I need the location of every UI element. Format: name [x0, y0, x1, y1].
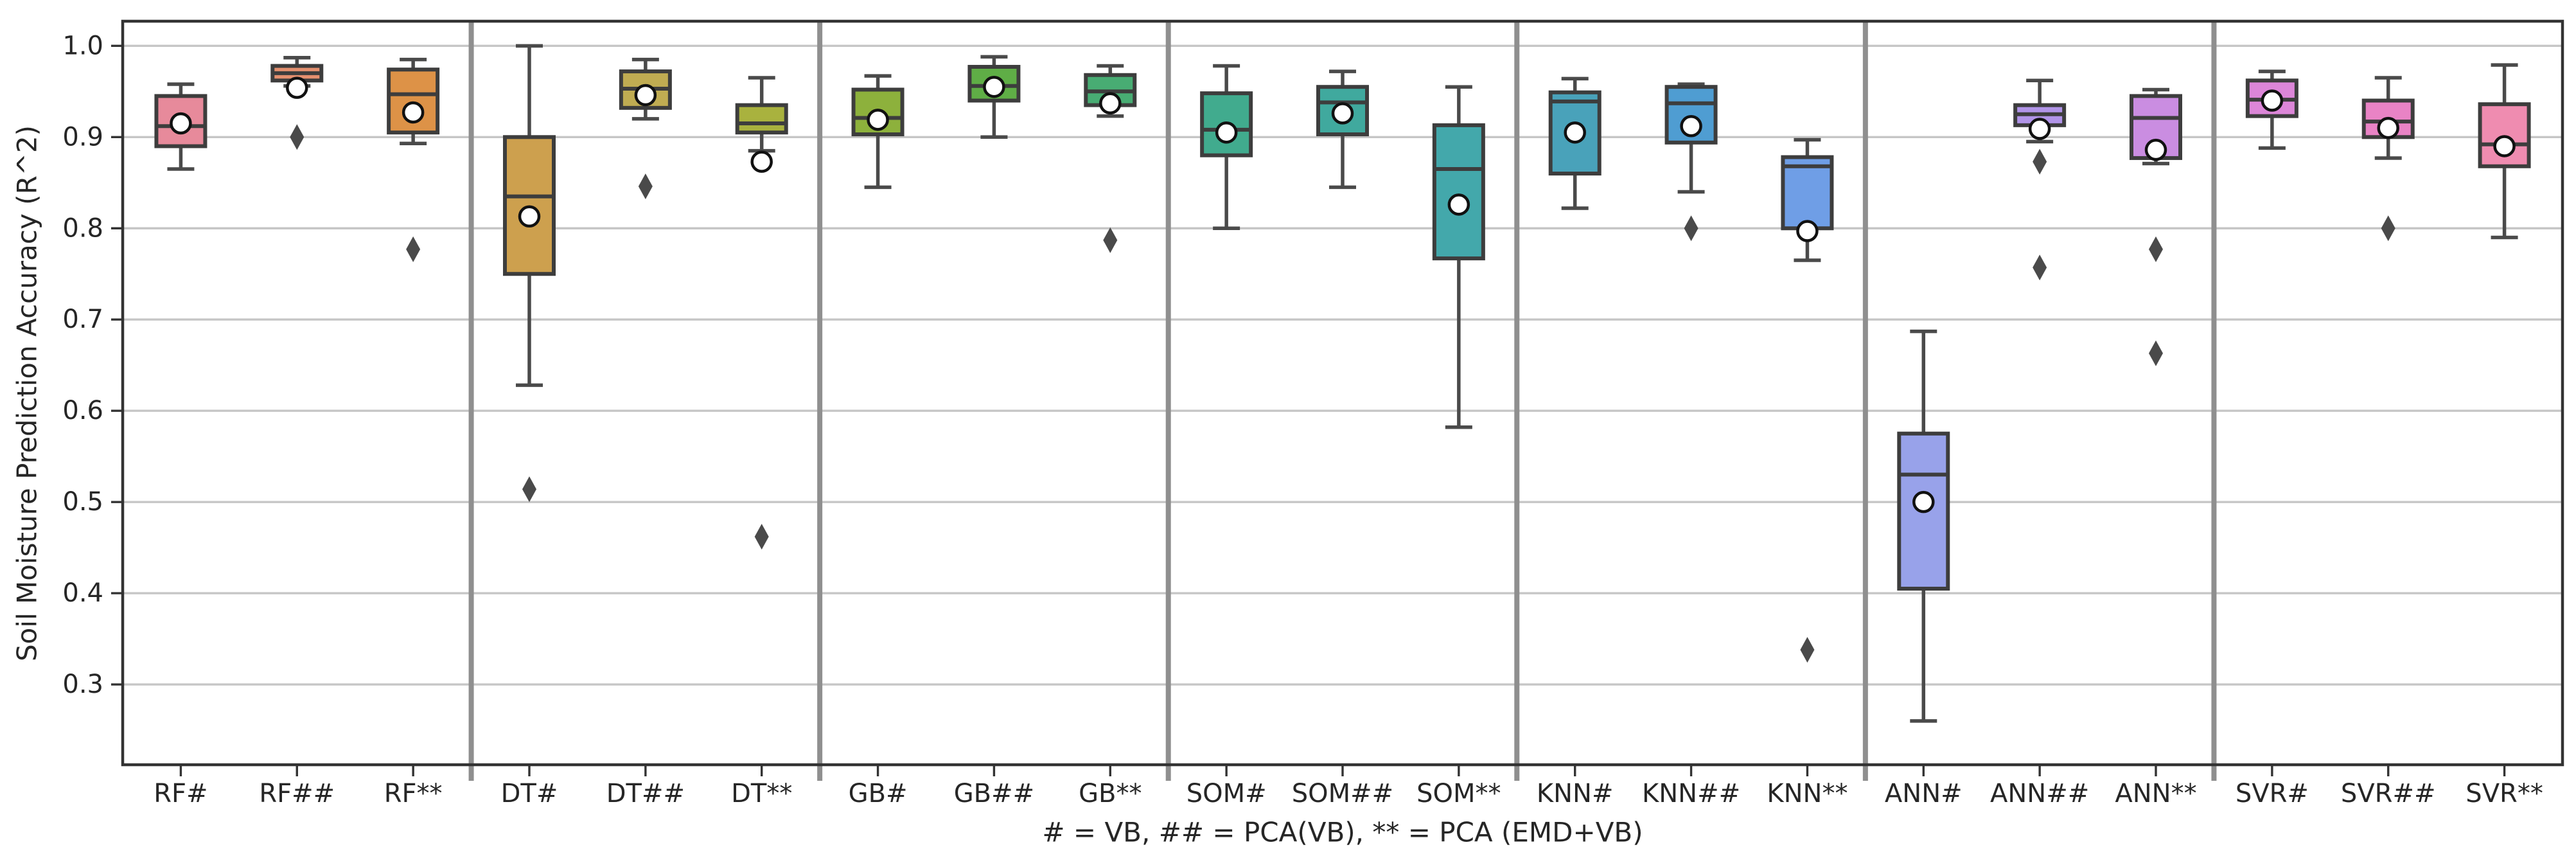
box-DT#	[503, 44, 556, 503]
x-tick-label: SVR**	[2466, 779, 2543, 808]
box-SOM#	[1200, 64, 1253, 231]
mean-marker	[518, 205, 541, 228]
box-DT##	[619, 57, 672, 199]
x-tick-label: SVR#	[2236, 779, 2309, 808]
mean-marker	[1099, 92, 1122, 115]
mean-marker	[1447, 193, 1470, 216]
box-ANN##	[2013, 78, 2067, 281]
outlier-marker	[2149, 236, 2163, 262]
y-axis-label: Soil Moisture Prediction Accuracy (R^2)	[11, 125, 43, 662]
box-SVR##	[2361, 76, 2415, 242]
box-KNN**	[1781, 138, 1834, 663]
box-GB##	[967, 55, 1021, 139]
mean-marker	[867, 109, 889, 131]
box-SOM**	[1432, 85, 1485, 429]
outlier-marker	[522, 476, 536, 503]
box-ANN**	[2130, 87, 2182, 366]
y-tick-label: 0.9	[62, 122, 103, 152]
x-tick-label: RF**	[384, 779, 443, 808]
box-SVR**	[2478, 63, 2531, 240]
box-KNN#	[1548, 76, 1601, 210]
outlier-marker	[290, 124, 304, 150]
mean-marker	[401, 101, 425, 124]
box-rect	[1781, 155, 1834, 231]
outlier-marker	[2033, 148, 2047, 175]
x-tick-label: ANN#	[1885, 779, 1963, 808]
x-axis-label: # = VB, ## = PCA(VB), ** = PCA (EMD+VB)	[1042, 816, 1643, 848]
box-rect	[1432, 123, 1485, 261]
mean-marker	[2028, 118, 2051, 140]
mean-marker	[1680, 115, 1702, 138]
mean-marker	[1331, 102, 1354, 125]
y-tick-label: 1.0	[62, 31, 103, 60]
mean-marker	[1796, 220, 1819, 242]
mean-marker	[286, 76, 308, 99]
mean-marker	[634, 84, 657, 107]
outlier-marker	[1800, 637, 1815, 663]
x-tick-label: DT**	[731, 779, 792, 808]
outlier-marker	[638, 173, 653, 199]
y-tick-label: 0.4	[62, 578, 103, 608]
y-tick-label: 0.8	[62, 213, 103, 243]
x-tick-label: DT#	[501, 779, 558, 808]
box-GB#	[851, 74, 904, 190]
outlier-marker	[1684, 215, 1698, 242]
box-SVR#	[2245, 69, 2298, 150]
x-tick-label: RF##	[259, 779, 335, 808]
box-rect	[735, 103, 788, 135]
mean-marker	[170, 112, 192, 135]
mean-marker	[1564, 121, 1586, 144]
x-tick-label: GB##	[954, 779, 1034, 808]
outlier-marker	[2033, 254, 2047, 281]
x-tick-label: DT##	[606, 779, 685, 808]
x-tick-label: SVR##	[2341, 779, 2436, 808]
x-tick-label: ANN##	[1990, 779, 2089, 808]
y-tick-label: 0.7	[62, 305, 103, 334]
y-tick-label: 0.6	[62, 396, 103, 425]
y-tick-label: 0.5	[62, 487, 103, 517]
mean-marker	[2493, 135, 2516, 157]
box-RF**	[387, 57, 440, 262]
plot-border	[121, 19, 2564, 767]
box-KNN##	[1664, 82, 1718, 242]
box-SOM##	[1316, 69, 1369, 190]
x-tick-label: SOM#	[1187, 779, 1267, 808]
x-tick-label: RF#	[154, 779, 207, 808]
x-tick-label: SOM##	[1292, 779, 1393, 808]
box-RF#	[154, 82, 207, 171]
outlier-marker	[754, 524, 769, 550]
mean-marker	[750, 150, 773, 173]
box-DT**	[735, 76, 788, 550]
box-ANN#	[1897, 329, 1950, 723]
x-tick-label: KNN##	[1642, 779, 1740, 808]
outlier-marker	[406, 236, 421, 262]
x-tick-label: GB#	[849, 779, 908, 808]
mean-marker	[1912, 490, 1935, 513]
x-tick-label: KNN**	[1767, 779, 1848, 808]
x-tick-label: KNN#	[1537, 779, 1614, 808]
y-tick-label: 0.3	[62, 670, 103, 699]
x-tick-label: ANN**	[2115, 779, 2196, 808]
box-GB**	[1084, 64, 1137, 253]
x-tick-label: SOM**	[1416, 779, 1501, 808]
mean-marker	[1215, 121, 1238, 144]
mean-marker	[2261, 89, 2284, 112]
outlier-marker	[1103, 227, 1118, 253]
outlier-marker	[2149, 340, 2163, 366]
mean-marker	[983, 75, 1005, 98]
box-RF##	[270, 56, 324, 150]
x-tick-label: GB**	[1079, 779, 1142, 808]
outlier-marker	[2381, 215, 2395, 242]
mean-marker	[2377, 116, 2399, 139]
mean-marker	[2144, 138, 2167, 161]
